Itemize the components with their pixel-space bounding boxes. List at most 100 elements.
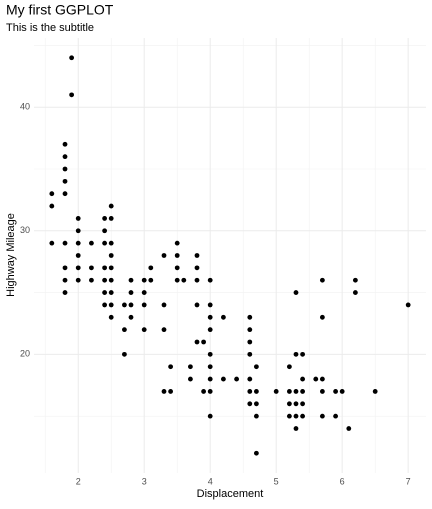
point xyxy=(194,265,200,271)
point xyxy=(128,302,134,308)
point xyxy=(253,401,259,407)
point xyxy=(102,290,108,295)
point xyxy=(286,389,292,394)
x-tick-label: 7 xyxy=(406,476,411,486)
point xyxy=(319,277,325,283)
point xyxy=(62,154,68,160)
point xyxy=(207,351,213,357)
x-tick-label: 5 xyxy=(274,476,279,486)
point xyxy=(174,265,180,271)
x-tick-label: 6 xyxy=(340,476,345,486)
point xyxy=(102,265,108,271)
point xyxy=(188,376,193,382)
point xyxy=(102,228,108,234)
point xyxy=(108,314,114,320)
point xyxy=(122,351,127,357)
point xyxy=(75,216,81,221)
point xyxy=(372,389,378,394)
point xyxy=(247,314,253,320)
point xyxy=(194,253,200,258)
point xyxy=(207,277,213,283)
point xyxy=(194,339,200,345)
point xyxy=(300,389,305,394)
point xyxy=(161,327,167,333)
point xyxy=(247,327,253,333)
point xyxy=(102,277,108,283)
point xyxy=(247,339,253,345)
point xyxy=(62,265,68,271)
point xyxy=(161,389,167,394)
point xyxy=(207,327,213,333)
point xyxy=(293,290,299,295)
point xyxy=(148,265,154,271)
point xyxy=(89,277,94,283)
point xyxy=(49,240,55,246)
point xyxy=(293,401,299,407)
point xyxy=(122,302,127,308)
point xyxy=(207,314,213,320)
point xyxy=(253,389,259,394)
point xyxy=(75,253,81,258)
point xyxy=(300,376,305,382)
point xyxy=(273,389,279,394)
point xyxy=(128,314,134,320)
point xyxy=(221,376,226,382)
point xyxy=(253,450,259,456)
point xyxy=(352,277,358,283)
point xyxy=(128,277,134,283)
point xyxy=(75,240,81,246)
point xyxy=(122,327,127,333)
point xyxy=(247,401,253,407)
point xyxy=(174,240,180,246)
point xyxy=(253,364,259,370)
point xyxy=(108,203,114,209)
point xyxy=(62,290,68,295)
point xyxy=(49,203,55,209)
point xyxy=(161,302,167,308)
point xyxy=(319,376,325,382)
y-axis-title: Highway Mileage xyxy=(5,213,17,297)
point xyxy=(352,290,358,295)
point xyxy=(293,389,299,394)
point xyxy=(75,277,81,283)
point xyxy=(319,413,325,419)
point xyxy=(188,364,193,370)
point xyxy=(247,351,253,357)
point xyxy=(148,277,154,283)
x-tick-label: 2 xyxy=(76,476,81,486)
point xyxy=(141,327,147,333)
point xyxy=(319,314,325,320)
point xyxy=(293,426,299,431)
point xyxy=(75,228,81,234)
point xyxy=(313,376,319,382)
point xyxy=(108,302,114,308)
point xyxy=(286,364,292,370)
point xyxy=(194,302,200,308)
point xyxy=(108,290,114,295)
point xyxy=(168,389,174,394)
point xyxy=(62,166,68,172)
point xyxy=(333,413,338,419)
point xyxy=(75,265,81,271)
point xyxy=(108,265,114,271)
point xyxy=(253,413,259,419)
point xyxy=(293,351,299,357)
x-axis-title: Displacement xyxy=(197,488,264,500)
point xyxy=(62,277,68,283)
x-tick-label: 4 xyxy=(208,476,213,486)
point xyxy=(207,413,213,419)
point xyxy=(102,216,108,221)
chart-title: My first GGPLOT xyxy=(6,2,114,18)
point xyxy=(161,253,167,258)
point xyxy=(293,413,299,419)
point xyxy=(201,339,207,345)
point xyxy=(286,401,292,407)
point xyxy=(247,376,253,382)
point xyxy=(102,240,108,246)
point xyxy=(207,302,213,308)
point xyxy=(168,364,174,370)
point xyxy=(319,389,325,394)
point xyxy=(405,302,411,308)
point xyxy=(174,253,180,258)
point xyxy=(141,290,147,295)
